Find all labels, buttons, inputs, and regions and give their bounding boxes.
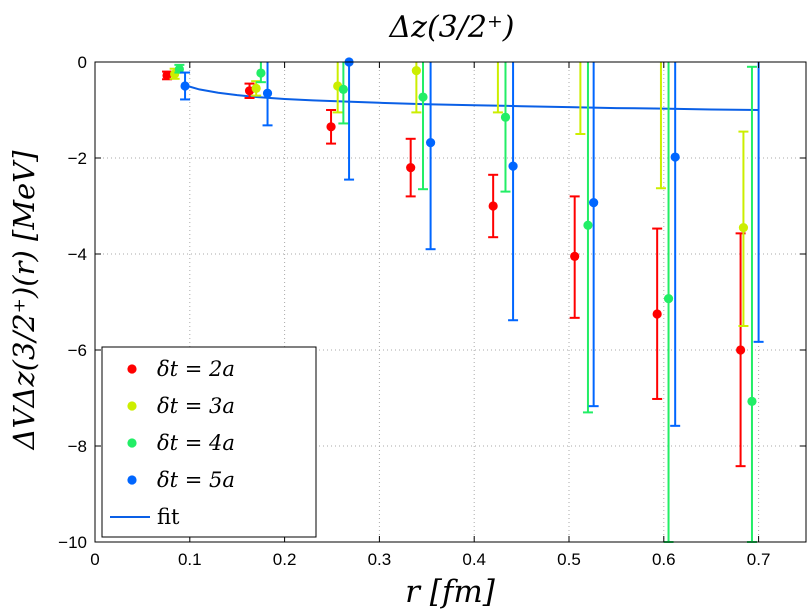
data-point — [251, 83, 261, 93]
legend-label: δt = 5a — [157, 468, 235, 492]
legend-marker — [127, 438, 137, 448]
x-tick-label: 0 — [90, 550, 99, 569]
y-tick-label: −10 — [58, 533, 87, 552]
x-tick-label: 0.6 — [652, 550, 676, 569]
data-point — [570, 251, 580, 261]
legend-box — [101, 346, 317, 538]
data-point — [583, 220, 593, 230]
x-axis-label: r [fm] — [405, 574, 496, 610]
data-point — [508, 161, 518, 171]
y-tick-label: −4 — [68, 245, 87, 264]
x-tick-label: 0.2 — [273, 550, 297, 569]
data-point — [500, 112, 511, 122]
data-point — [418, 92, 428, 102]
legend-label: δt = 3a — [157, 394, 235, 418]
data-point — [735, 345, 746, 355]
data-point — [663, 294, 674, 304]
data-point — [174, 64, 184, 74]
x-tick-label: 0.4 — [462, 550, 486, 569]
data-point — [162, 70, 172, 81]
y-tick-label: −8 — [68, 437, 87, 456]
x-tick-label: 0.5 — [557, 550, 581, 569]
legend: δt = 2a δt = 3a δt = 4a δt = 5a fit — [101, 346, 317, 538]
data-point — [488, 201, 498, 211]
chart-title: Δz(3/2⁺) — [389, 10, 515, 45]
legend-label: δt = 2a — [157, 357, 235, 381]
data-point — [670, 152, 680, 162]
data-point — [326, 122, 336, 132]
data-point — [425, 138, 436, 148]
data-point — [180, 81, 190, 91]
data-point — [738, 223, 749, 233]
data-point — [652, 309, 662, 319]
data-point — [256, 68, 266, 78]
x-tick-label: 0.7 — [747, 550, 771, 569]
y-tick-label: −6 — [68, 341, 87, 360]
y-axis-label: ΔVΔz(3/2⁺)(r) [MeV] — [7, 150, 41, 451]
data-point — [406, 163, 416, 173]
plot-frame — [94, 61, 807, 543]
y-tick-label: −2 — [68, 149, 87, 168]
legend-marker — [127, 364, 137, 374]
data-point — [747, 396, 757, 406]
data-point — [411, 66, 421, 76]
legend-label: δt = 4a — [157, 431, 235, 455]
y-tick-label: 0 — [78, 53, 87, 72]
data-point — [262, 88, 273, 98]
data-point — [589, 198, 599, 208]
legend-marker — [127, 401, 137, 411]
x-tick-label: 0.1 — [178, 550, 202, 569]
data-point — [338, 84, 348, 94]
fit-line — [183, 84, 759, 111]
legend-label: fit — [157, 505, 180, 529]
x-tick-label: 0.3 — [368, 550, 392, 569]
plot-area: 0 0.1 0.2 0.3 0.4 0.5 0.6 0.7 0 −2 −4 −6 −8 −10 — [58, 53, 807, 569]
legend-marker — [127, 475, 137, 485]
